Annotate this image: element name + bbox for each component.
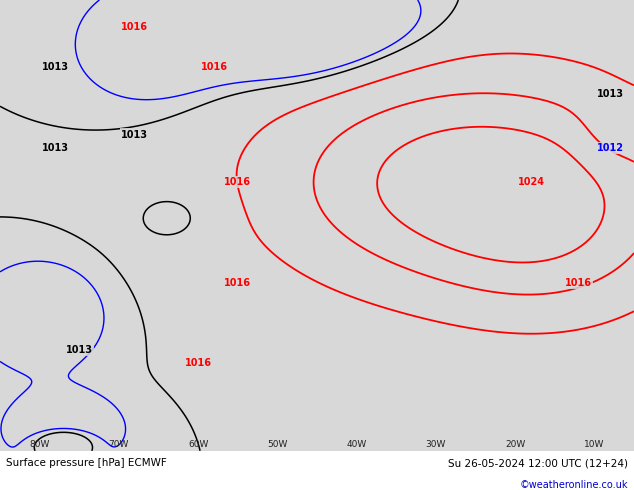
Text: 1013: 1013 bbox=[42, 143, 69, 153]
Text: 60W: 60W bbox=[188, 440, 209, 449]
Text: 1013: 1013 bbox=[66, 345, 93, 355]
Text: 1016: 1016 bbox=[224, 278, 251, 288]
Text: 1016: 1016 bbox=[200, 62, 228, 73]
Text: 1013: 1013 bbox=[597, 89, 624, 99]
Text: 1016: 1016 bbox=[184, 358, 212, 368]
Text: 1016: 1016 bbox=[224, 177, 251, 187]
Text: Su 26-05-2024 12:00 UTC (12+24): Su 26-05-2024 12:00 UTC (12+24) bbox=[448, 458, 628, 468]
Text: 70W: 70W bbox=[108, 440, 129, 449]
Text: 1012: 1012 bbox=[597, 143, 624, 153]
Text: 40W: 40W bbox=[347, 440, 366, 449]
Text: 1013: 1013 bbox=[121, 129, 148, 140]
Text: 10W: 10W bbox=[584, 440, 605, 449]
Text: 1016: 1016 bbox=[121, 22, 148, 32]
Text: 50W: 50W bbox=[267, 440, 288, 449]
Text: 30W: 30W bbox=[425, 440, 446, 449]
Text: 1016: 1016 bbox=[565, 278, 592, 288]
Text: 20W: 20W bbox=[505, 440, 525, 449]
Text: 1013: 1013 bbox=[42, 62, 69, 73]
Text: 1024: 1024 bbox=[517, 177, 545, 187]
Text: Surface pressure [hPa] ECMWF: Surface pressure [hPa] ECMWF bbox=[6, 458, 167, 468]
Text: 80W: 80W bbox=[29, 440, 50, 449]
Text: ©weatheronline.co.uk: ©weatheronline.co.uk bbox=[519, 480, 628, 490]
